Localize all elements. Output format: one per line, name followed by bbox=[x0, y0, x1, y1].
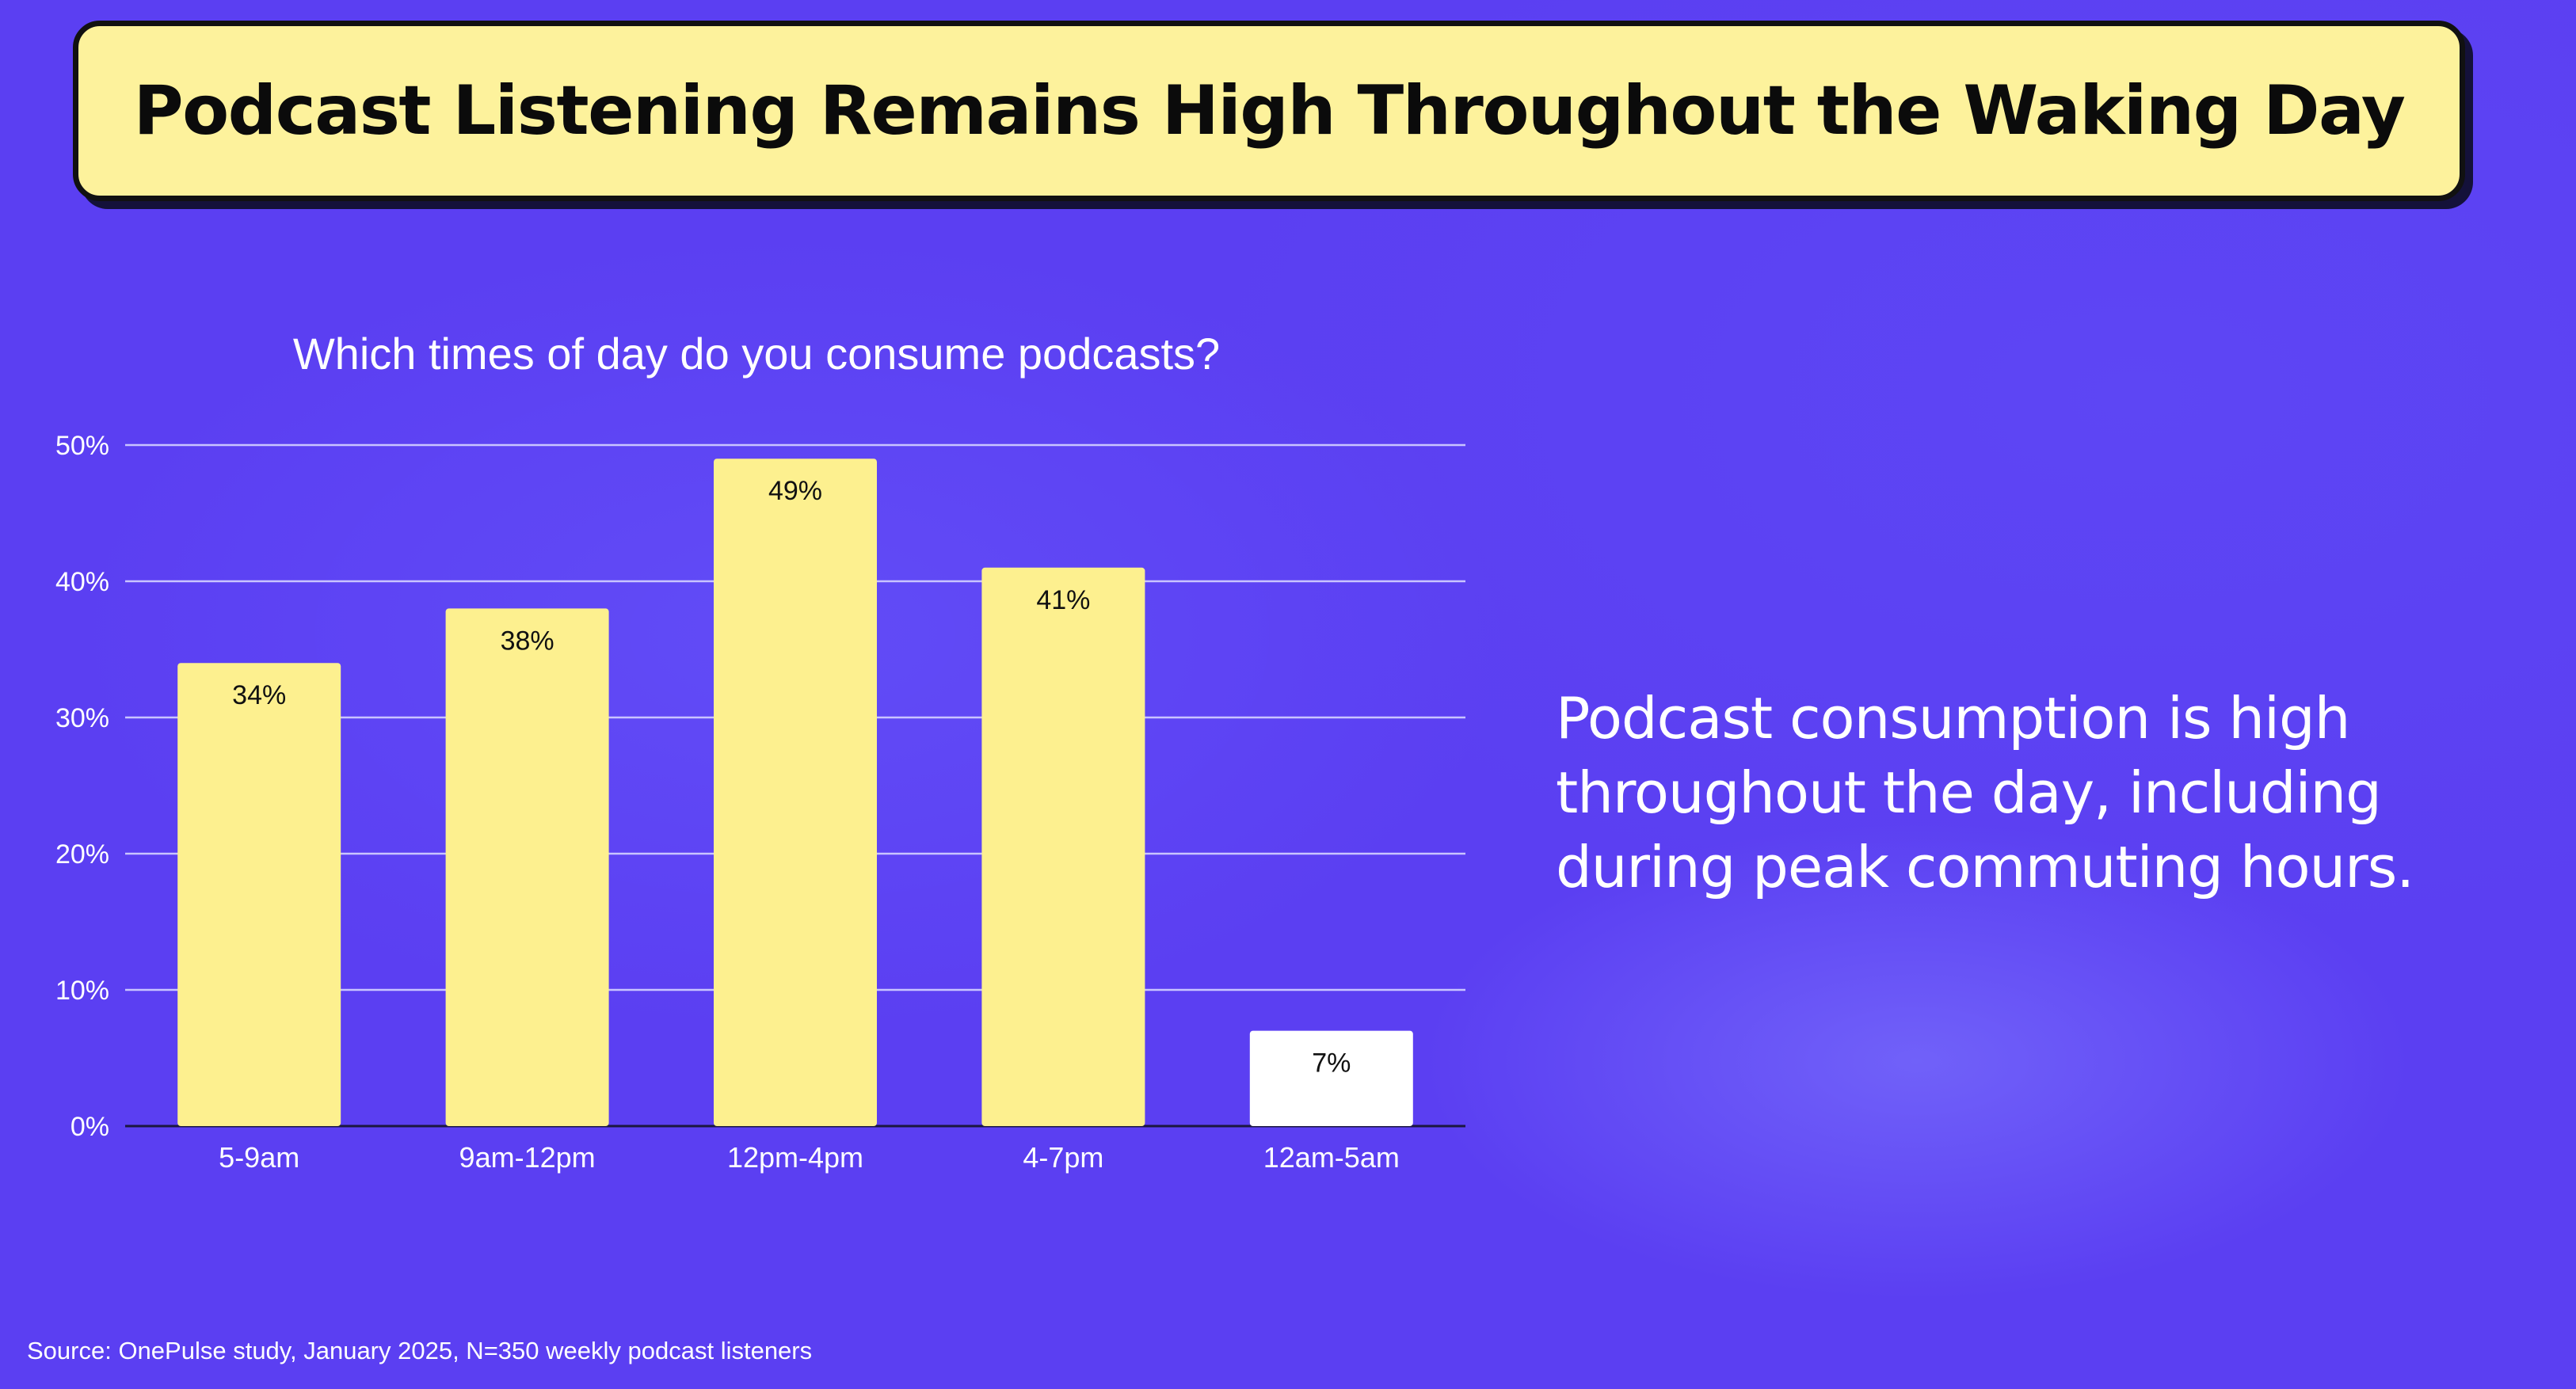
y-axis-ticks: 0% 10% 20% 30% 40% 50% bbox=[55, 431, 109, 1142]
bar bbox=[981, 567, 1145, 1126]
slide-title: Podcast Listening Remains High Throughou… bbox=[133, 71, 2406, 150]
source-note: Source: OnePulse study, January 2025, N=… bbox=[27, 1337, 813, 1364]
chart-bar-labels: 34% 38% 49% 41% 7% bbox=[232, 476, 1351, 1078]
y-tick-label: 30% bbox=[55, 703, 109, 733]
bar bbox=[445, 608, 609, 1126]
bar-chart: Which times of day do you consume podcas… bbox=[0, 309, 1505, 1196]
bar-value-label: 41% bbox=[1036, 585, 1090, 615]
bar-value-label: 7% bbox=[1312, 1048, 1351, 1079]
bar-value-label: 38% bbox=[501, 626, 554, 656]
x-tick-label: 9am-12pm bbox=[459, 1141, 596, 1174]
y-tick-label: 40% bbox=[55, 567, 109, 597]
bar-chart-svg: Which times of day do you consume podcas… bbox=[55, 329, 1465, 1174]
x-tick-label: 4-7pm bbox=[1023, 1141, 1103, 1174]
x-tick-label: 5-9am bbox=[219, 1141, 299, 1174]
x-tick-label: 12pm-4pm bbox=[727, 1141, 863, 1174]
y-tick-label: 20% bbox=[55, 839, 109, 870]
bar bbox=[177, 663, 341, 1126]
chart-title: Which times of day do you consume podcas… bbox=[293, 329, 1220, 379]
x-axis-ticks: 5-9am 9am-12pm 12pm-4pm 4-7pm 12am-5am bbox=[219, 1141, 1400, 1174]
x-tick-label: 12am-5am bbox=[1263, 1141, 1400, 1174]
bar-value-label: 34% bbox=[232, 680, 286, 710]
title-banner: Podcast Listening Remains High Throughou… bbox=[73, 21, 2465, 201]
y-tick-label: 50% bbox=[55, 431, 109, 461]
y-tick-label: 10% bbox=[55, 976, 109, 1006]
y-tick-label: 0% bbox=[70, 1112, 109, 1142]
callout-text: Podcast consumption is high throughout t… bbox=[1556, 685, 2414, 900]
bar bbox=[1249, 1030, 1413, 1126]
bar bbox=[714, 459, 877, 1126]
bar-value-label: 49% bbox=[768, 476, 822, 506]
chart-bars bbox=[177, 459, 1413, 1126]
